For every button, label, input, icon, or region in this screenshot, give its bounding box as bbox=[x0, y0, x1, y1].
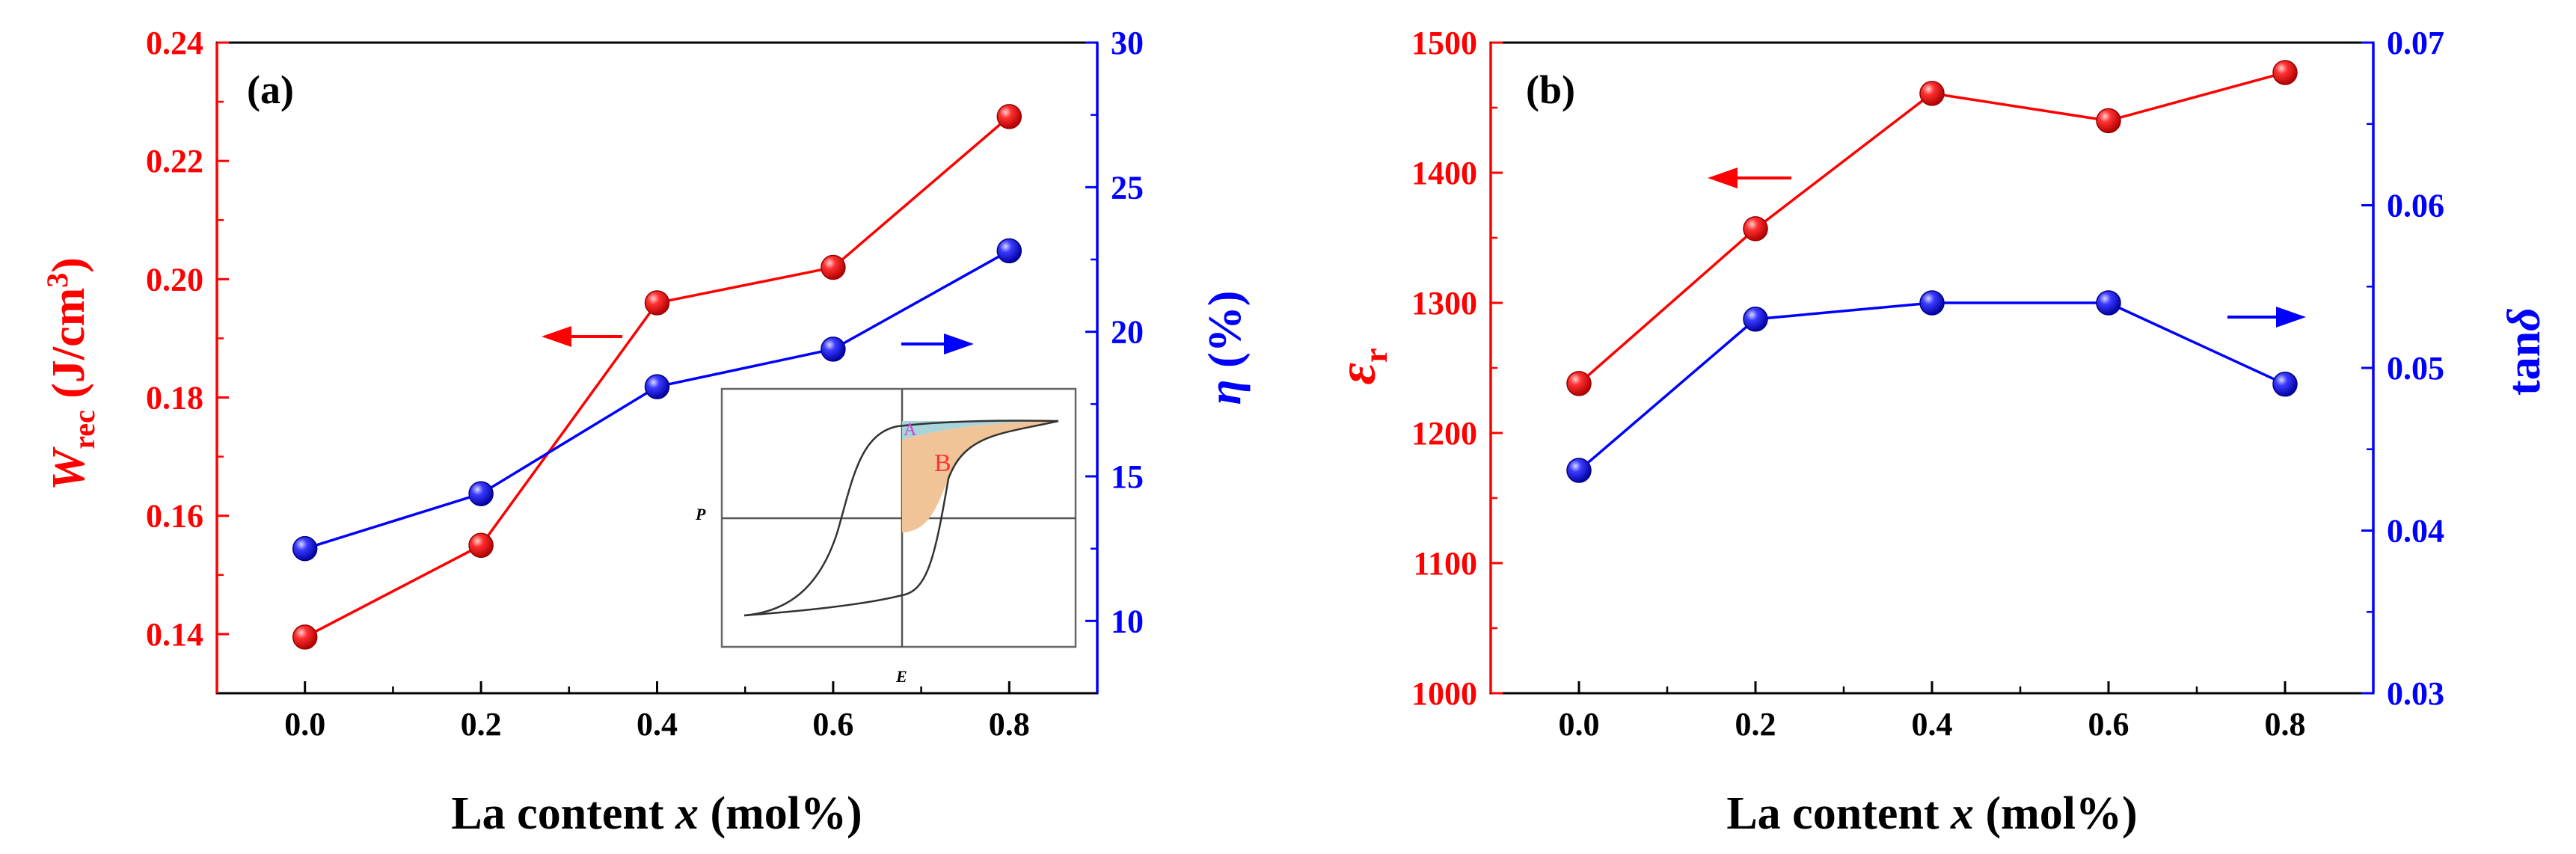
y-axis-left-a: 0.14 0.16 0.18 0.20 0.22 0.24 bbox=[146, 25, 229, 693]
data-point-tan_delta bbox=[2272, 372, 2298, 397]
inset-x-label: E bbox=[895, 667, 907, 686]
y-left-tick-label: 1100 bbox=[1413, 545, 1477, 582]
left-arrow-b bbox=[1708, 168, 1791, 188]
left-arrow-a bbox=[542, 326, 622, 347]
data-point-W_rec bbox=[292, 624, 318, 650]
data-point-W_rec bbox=[821, 254, 846, 280]
inset-region-b-label: B bbox=[934, 449, 951, 477]
y-axis-title-left-a: Wrec (J/cm3) bbox=[40, 257, 101, 491]
panel-label-a: (a) bbox=[247, 67, 294, 112]
data-point-eta bbox=[468, 481, 494, 506]
chart-panel-a: (a) 0.0 0.2 0.4 0.6 0.8 0.14 0.16 0.18 0.20 0.22… bbox=[40, 25, 1251, 839]
series-lines-b bbox=[1577, 71, 2286, 472]
data-point-eta bbox=[644, 374, 670, 399]
data-point-epsilon_r bbox=[1919, 81, 1945, 106]
y-axis-right-b: 0.03 0.04 0.05 0.06 0.07 bbox=[2361, 25, 2444, 712]
right-arrow-b bbox=[2227, 307, 2306, 328]
data-point-W_rec bbox=[468, 532, 494, 559]
y-axis-right-a: 10 15 20 25 30 bbox=[1085, 25, 1144, 693]
y-left-tick-label: 1200 bbox=[1411, 415, 1477, 452]
series-line-tan_delta bbox=[1577, 301, 2286, 472]
data-point-epsilon_r bbox=[1743, 216, 1768, 242]
x-tick-label: 0.4 bbox=[637, 706, 678, 743]
data-point-W_rec bbox=[644, 290, 670, 316]
y-left-tick-label: 1000 bbox=[1411, 675, 1477, 712]
plot-frame-b bbox=[1489, 41, 2375, 695]
data-point-tan_delta bbox=[1919, 290, 1945, 316]
y-right-tick-label: 20 bbox=[1111, 314, 1144, 351]
y-left-tick-label: 0.22 bbox=[146, 143, 203, 179]
data-point-epsilon_r bbox=[2272, 60, 2298, 85]
y-left-tick-label: 0.18 bbox=[146, 380, 203, 417]
y-right-tick-label: 0.05 bbox=[2387, 350, 2444, 387]
y-axis-title-right-b: tanδ bbox=[2499, 307, 2550, 396]
y-left-tick-label: 0.14 bbox=[146, 616, 203, 653]
series-points-b bbox=[1566, 60, 2298, 483]
y-axis-left-b: 1000 1100 1200 1300 1400 1500 bbox=[1411, 25, 1503, 712]
x-tick-label: 0.2 bbox=[461, 706, 502, 743]
x-tick-label: 0.0 bbox=[1559, 706, 1600, 743]
data-point-tan_delta bbox=[1743, 307, 1768, 332]
y-left-tick-label: 0.24 bbox=[146, 25, 203, 61]
y-left-tick-label: 1500 bbox=[1411, 25, 1477, 61]
y-right-tick-label: 10 bbox=[1111, 603, 1144, 639]
inset-y-label: P bbox=[695, 505, 706, 523]
x-axis-a: 0.0 0.2 0.4 0.6 0.8 bbox=[284, 681, 1030, 743]
x-tick-label: 0.8 bbox=[989, 706, 1030, 743]
inset-loop-curve-upper bbox=[743, 420, 1059, 617]
data-point-epsilon_r bbox=[1566, 371, 1592, 396]
inset-loop-curve-lower bbox=[743, 420, 1059, 617]
x-tick-label: 0.6 bbox=[812, 706, 853, 743]
y-right-tick-label: 0.06 bbox=[2387, 188, 2444, 224]
y-right-tick-label: 30 bbox=[1111, 25, 1144, 61]
chart-panel-b: (b) 0.0 0.2 0.4 0.6 0.8 1000 1100 1200 1300 1400… bbox=[1327, 25, 2550, 839]
x-tick-label: 0.8 bbox=[2265, 706, 2306, 743]
data-point-eta bbox=[996, 238, 1022, 264]
y-left-tick-label: 0.16 bbox=[146, 498, 203, 535]
x-axis-b: 0.0 0.2 0.4 0.6 0.8 bbox=[1559, 681, 2306, 743]
x-axis-title-a: La content x (mol%) bbox=[451, 788, 862, 839]
y-left-tick-label: 1400 bbox=[1411, 155, 1477, 191]
y-right-tick-label: 0.03 bbox=[2387, 675, 2444, 712]
x-tick-label: 0.6 bbox=[2088, 706, 2129, 743]
series-line-epsilon_r bbox=[1577, 71, 2286, 385]
y-axis-title-left-b: εr bbox=[1327, 348, 1394, 384]
data-point-eta bbox=[821, 337, 846, 362]
y-left-tick-label: 1300 bbox=[1411, 285, 1477, 322]
inset-region-b-fill bbox=[902, 421, 1058, 532]
y-right-tick-label: 25 bbox=[1111, 169, 1144, 206]
x-tick-label: 0.4 bbox=[1912, 706, 1953, 743]
y-right-tick-label: 0.07 bbox=[2387, 25, 2444, 61]
x-tick-label: 0.2 bbox=[1735, 706, 1776, 743]
y-right-tick-label: 15 bbox=[1111, 458, 1144, 495]
inset-region-a-label: A bbox=[904, 420, 917, 440]
data-point-tan_delta bbox=[1566, 458, 1592, 483]
inset-region-a-fill bbox=[902, 421, 1058, 440]
data-point-tan_delta bbox=[2096, 290, 2121, 316]
x-axis-title-b: La content x (mol%) bbox=[1726, 788, 2137, 839]
data-point-epsilon_r bbox=[2096, 108, 2121, 134]
y-right-tick-label: 0.04 bbox=[2387, 513, 2444, 550]
data-point-eta bbox=[292, 535, 318, 562]
panel-label-b: (b) bbox=[1526, 67, 1575, 112]
right-arrow-a bbox=[901, 334, 974, 354]
series-points-a bbox=[292, 104, 1022, 650]
inset-hysteresis-loop: A B P E bbox=[695, 387, 1077, 686]
y-left-tick-label: 0.20 bbox=[146, 261, 203, 298]
y-axis-title-right-a: η (%) bbox=[1200, 291, 1251, 405]
data-point-W_rec bbox=[996, 104, 1022, 129]
x-tick-label: 0.0 bbox=[284, 706, 325, 743]
